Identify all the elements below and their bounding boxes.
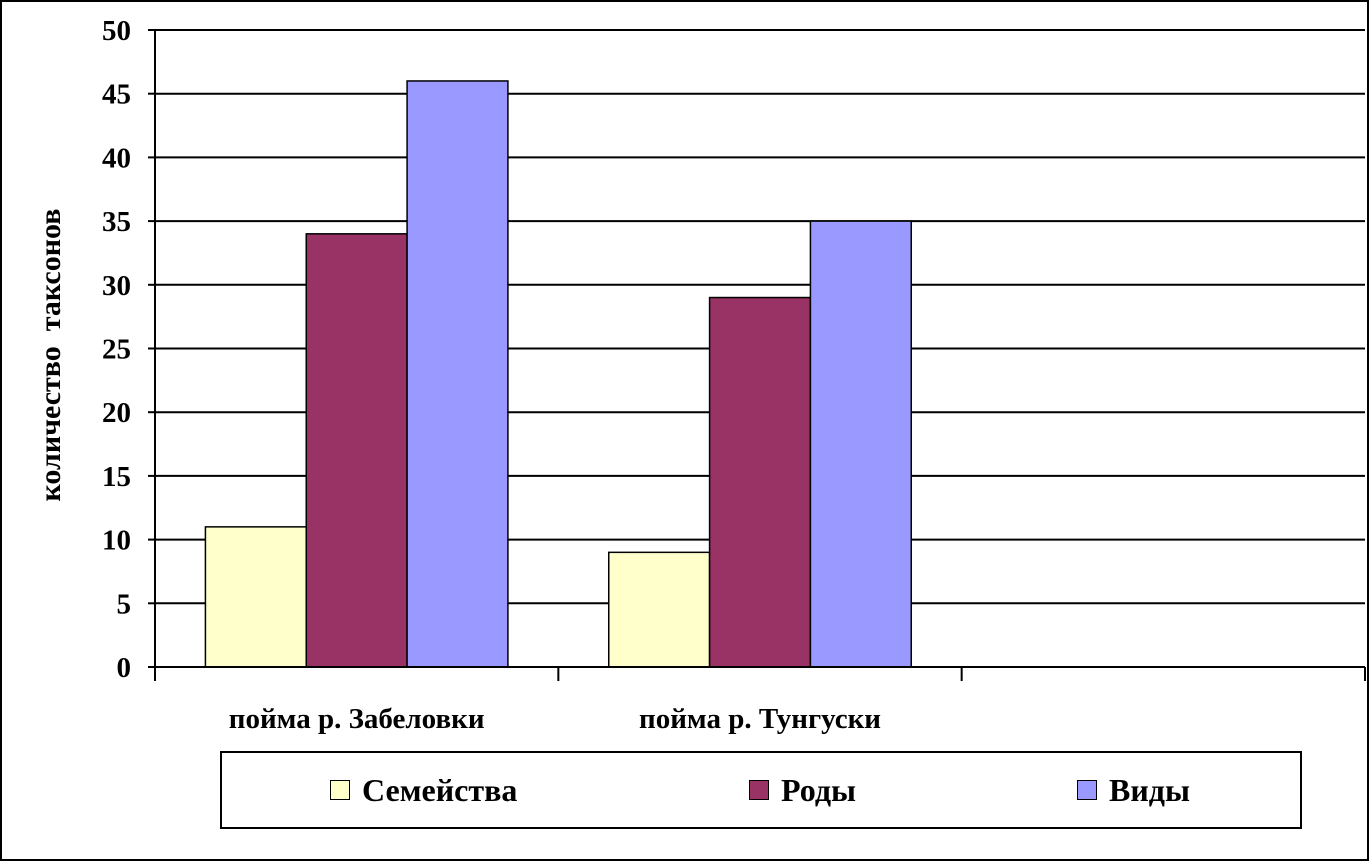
legend-label-families: Семейства bbox=[362, 771, 518, 808]
x-tick-label: пойма р. Тунгуски bbox=[639, 703, 881, 735]
y-tick-labels: 0 5 10 15 20 25 30 35 40 45 50 bbox=[102, 15, 155, 684]
legend-label-genera: Роды bbox=[781, 771, 856, 808]
legend-swatch-species bbox=[1077, 780, 1097, 800]
y-tick-label: 0 bbox=[117, 652, 132, 684]
bar bbox=[305, 233, 408, 668]
bar bbox=[406, 80, 509, 668]
x-tick-label: пойма р. Забеловки bbox=[229, 703, 485, 735]
y-tick-label: 15 bbox=[102, 461, 131, 493]
y-tick-label: 25 bbox=[102, 334, 131, 366]
bar bbox=[608, 551, 711, 668]
y-tick-label: 35 bbox=[102, 206, 131, 238]
legend-swatch-families bbox=[330, 780, 350, 800]
x-tick-labels: пойма р. Забеловки пойма р. Тунгуски bbox=[154, 667, 1366, 735]
bar bbox=[809, 220, 913, 668]
legend-label-species: Виды bbox=[1109, 771, 1190, 808]
y-tick-label: 5 bbox=[117, 588, 132, 620]
y-tick-label: 40 bbox=[102, 142, 131, 174]
y-tick-label: 30 bbox=[102, 270, 131, 302]
legend-item-species: Виды bbox=[1077, 753, 1190, 827]
legend-swatch-genera bbox=[749, 780, 769, 800]
bar bbox=[708, 296, 812, 668]
legend: Семейства Роды Виды bbox=[220, 751, 1302, 829]
bars bbox=[204, 80, 913, 668]
y-tick-label: 20 bbox=[102, 397, 131, 429]
y-tick-label: 10 bbox=[102, 525, 131, 557]
y-tick-label: 45 bbox=[102, 79, 131, 111]
y-axis-label: количество таксонов bbox=[34, 209, 67, 502]
legend-item-genera: Роды bbox=[749, 753, 856, 827]
y-tick-label: 50 bbox=[102, 15, 131, 47]
legend-item-families: Семейства bbox=[330, 753, 517, 827]
bar bbox=[204, 526, 308, 668]
